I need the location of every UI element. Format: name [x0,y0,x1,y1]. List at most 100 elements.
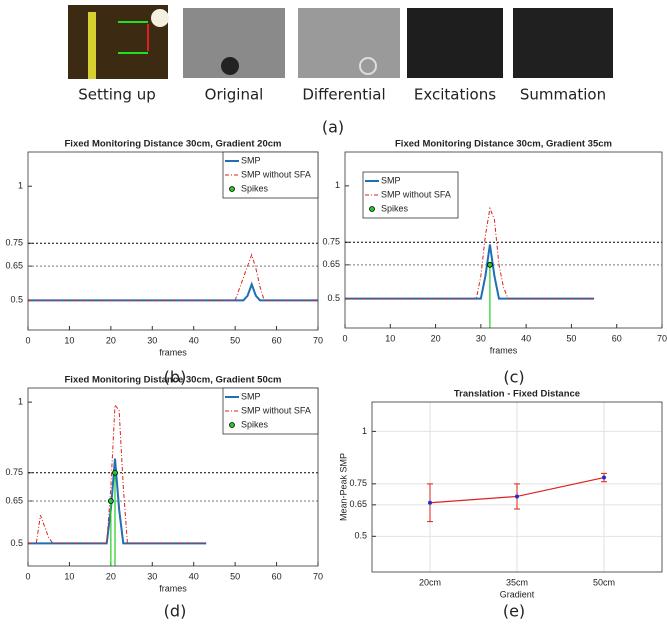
x-axis-label: frames [490,345,518,355]
image-excitations [407,8,503,78]
chart-title: Fixed Monitoring Distance 30cm, Gradient… [65,139,282,150]
y-tick-label: 0.75 [349,478,367,488]
panel-label: (c) [503,368,524,387]
x-tick-label: 10 [385,333,395,343]
panel-label: (a) [322,118,344,137]
panel-label: (b) [164,368,187,387]
x-tick-label: 20 [106,571,116,581]
x-axis-label: frames [159,583,187,593]
x-tick-label: 70 [313,335,323,345]
x-tick-label: 30 [147,335,157,345]
legend-label: SMP [241,155,261,165]
y-tick-label: 0.75 [5,467,23,477]
legend-box [222,387,319,435]
legend-swatch [369,206,375,212]
x-tick-label: 50cm [593,577,615,587]
y-tick-label: 0.65 [5,495,23,505]
x-axis-label: Gradient [500,589,535,599]
y-tick-label: 0.75 [322,237,340,247]
caption: Original [205,86,264,104]
x-tick-label: 0 [25,335,30,345]
series-line [28,403,207,544]
legend-label: SMP without SFA [241,169,311,179]
plot-frame [27,151,319,331]
series-line [345,244,595,300]
chart-title: Fixed Monitoring Distance 30cm, Gradient… [395,139,612,150]
thumbnails: Setting up Original Differential Excitat… [68,5,613,137]
panel-label: (e) [503,602,525,621]
y-tick-label: 1 [18,181,23,191]
image-summation [513,8,613,78]
y-tick-label: 0.5 [327,293,340,303]
point [602,475,606,480]
series-line [28,281,318,302]
x-tick-label: 50 [230,571,240,581]
point [428,500,432,505]
legend-label: Spikes [241,419,269,429]
x-tick-label: 35cm [506,577,528,587]
spike [112,469,118,476]
legend-box [222,151,319,199]
y-axis-label: Mean-Peak SMP [338,453,348,521]
x-tick-label: 60 [272,335,282,345]
plot-frame [371,401,663,573]
plot-frame [27,387,319,567]
caption: Summation [520,86,606,104]
x-tick-label: 60 [272,571,282,581]
image-detail [88,12,96,79]
series-line [28,253,318,301]
plot-frame [344,151,663,329]
x-tick-label: 0 [25,571,30,581]
x-tick-label: 30 [147,571,157,581]
y-tick-label: 0.5 [10,295,23,305]
caption: Setting up [78,86,156,104]
image-detail [359,57,377,75]
x-axis-label: frames [159,347,187,357]
spike [107,498,114,504]
point [515,494,519,499]
y-tick-label: 0.65 [322,259,340,269]
x-tick-label: 60 [612,333,622,343]
y-tick-label: 0.65 [5,260,23,270]
x-tick-label: 20cm [419,577,441,587]
x-tick-label: 70 [657,333,667,343]
legend-label: Spikes [241,183,269,193]
x-tick-label: 0 [342,333,347,343]
chart-title: Translation - Fixed Distance [454,389,580,400]
x-tick-label: 70 [313,571,323,581]
series-line [345,206,595,300]
y-tick-label: 1 [335,180,340,190]
y-tick-label: 0.75 [5,238,23,248]
y-tick-label: 0.5 [10,538,23,548]
x-tick-label: 20 [431,333,441,343]
legend-swatch [229,186,235,192]
image-detail [151,9,169,27]
x-tick-label: 30 [476,333,486,343]
chart-title: Fixed Monitoring Distance 30cm, Gradient… [65,375,282,386]
legend-swatch [229,422,235,428]
spike [487,261,493,268]
legend-label: SMP [241,391,261,401]
legend-label: Spikes [381,203,409,213]
legend-label: SMP [381,175,401,185]
y-tick-label: 1 [18,397,23,407]
image-differential [298,8,400,78]
y-tick-label: 1 [362,426,367,436]
x-tick-label: 40 [189,571,199,581]
y-tick-label: 0.65 [349,499,367,509]
legend-box [362,171,459,219]
series-line [28,458,207,545]
image-detail [221,57,239,75]
y-tick-label: 0.5 [354,531,367,541]
legend-label: SMP without SFA [381,189,451,199]
x-tick-label: 10 [64,335,74,345]
caption: Excitations [414,86,496,104]
x-tick-label: 40 [189,335,199,345]
x-tick-label: 50 [230,335,240,345]
x-tick-label: 50 [566,333,576,343]
x-tick-label: 20 [106,335,116,345]
x-tick-label: 10 [64,571,74,581]
panel-label: (d) [164,602,187,621]
caption: Differential [302,86,385,104]
